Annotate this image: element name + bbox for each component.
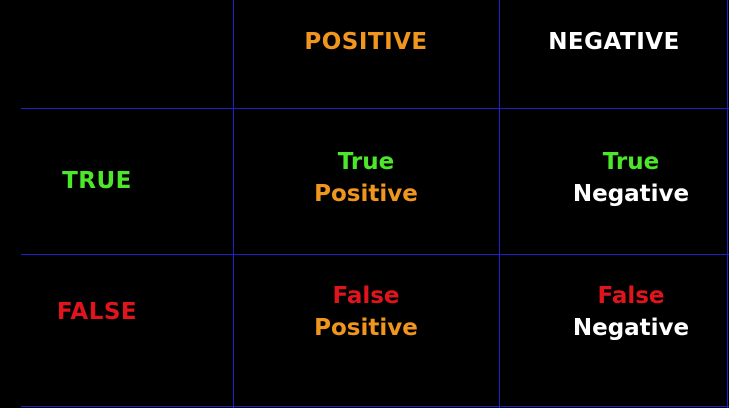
cell-false-negative-line1: False xyxy=(597,283,665,309)
row-header-false-label: FALSE xyxy=(56,299,138,325)
column-header-positive: POSITIVE xyxy=(233,0,499,84)
cell-true-negative-line1: True xyxy=(602,149,660,175)
column-header-negative: NEGATIVE xyxy=(499,0,729,84)
column-header-negative-label: NEGATIVE xyxy=(548,29,680,55)
grid-line-horizontal-1 xyxy=(21,108,729,109)
cell-false-positive-line1: False xyxy=(332,283,400,309)
grid-line-horizontal-3 xyxy=(21,406,729,407)
grid-line-vertical-2 xyxy=(499,0,500,408)
grid-line-vertical-3 xyxy=(727,0,728,408)
row-header-true-label: TRUE xyxy=(62,168,132,194)
row-header-true: TRUE xyxy=(0,108,194,254)
column-header-positive-label: POSITIVE xyxy=(304,29,428,55)
row-header-false: FALSE xyxy=(0,254,194,370)
cell-true-positive: True Positive xyxy=(233,108,499,248)
cell-true-negative: True Negative xyxy=(499,108,729,248)
cell-false-positive: False Positive xyxy=(233,254,499,370)
grid-line-horizontal-2 xyxy=(21,254,729,255)
cell-true-positive-line1: True xyxy=(337,149,395,175)
cell-false-positive-line2: Positive xyxy=(314,315,418,341)
cell-false-negative: False Negative xyxy=(499,254,729,370)
cell-false-negative-line2: Negative xyxy=(572,315,690,341)
grid-line-vertical-1 xyxy=(233,0,234,408)
cell-true-negative-line2: Negative xyxy=(572,181,690,207)
cell-true-positive-line2: Positive xyxy=(314,181,418,207)
